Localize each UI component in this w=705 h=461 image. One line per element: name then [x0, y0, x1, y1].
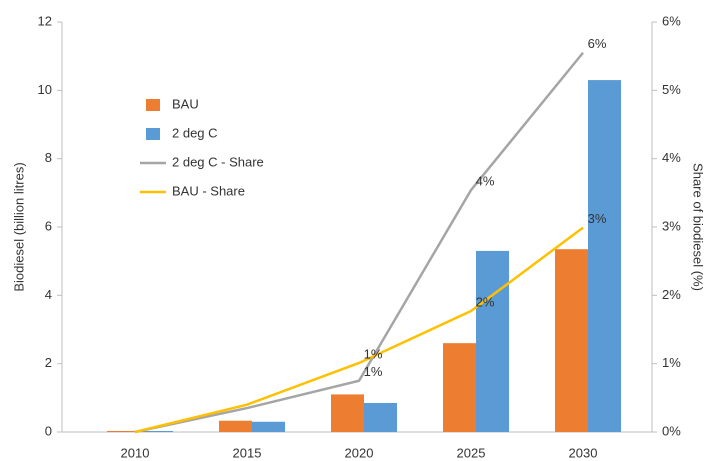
y-tick-label: 0	[45, 423, 52, 438]
data-label: 3%	[588, 211, 607, 226]
bar	[443, 343, 476, 432]
y-tick-label: 8	[45, 150, 52, 165]
x-tick-label: 2030	[569, 445, 598, 460]
x-tick-label: 2020	[345, 445, 374, 460]
y2-tick-label: 4%	[662, 150, 681, 165]
y2-tick-label: 1%	[662, 355, 681, 370]
x-tick-label: 2015	[233, 445, 262, 460]
x-tick-label: 2010	[121, 445, 150, 460]
data-label: 2%	[476, 294, 495, 309]
y-tick-label: 12	[38, 13, 52, 28]
bar	[331, 394, 364, 432]
y-tick-label: 4	[45, 287, 52, 302]
y2-tick-label: 2%	[662, 287, 681, 302]
bar	[364, 402, 397, 432]
y-tick-label: 6	[45, 218, 52, 233]
bar	[588, 80, 621, 432]
y-axis-title: Biodiesel (billion litres)	[11, 162, 26, 291]
y-tick-label: 2	[45, 355, 52, 370]
data-label: 6%	[588, 36, 607, 51]
bar	[140, 430, 173, 432]
bar	[107, 430, 140, 432]
line	[134, 226, 584, 434]
bar	[555, 249, 588, 432]
legend-label: 2 deg C	[172, 125, 218, 140]
data-label: 4%	[476, 174, 495, 189]
legend-label: 2 deg C - Share	[172, 154, 264, 169]
y2-tick-label: 0%	[662, 423, 681, 438]
x-tick-label: 2025	[457, 445, 486, 460]
y-tick-label: 10	[38, 82, 52, 97]
y2-axis-title: Share of biodiesel (%)	[691, 163, 705, 291]
data-label: 1%	[364, 346, 383, 361]
legend-label: BAU	[172, 96, 199, 111]
bar	[219, 420, 252, 432]
legend-label: BAU - Share	[172, 183, 245, 198]
legend-swatch	[146, 128, 160, 140]
line	[134, 51, 584, 434]
data-label: 1%	[364, 364, 383, 379]
y2-tick-label: 3%	[662, 218, 681, 233]
bar	[476, 250, 509, 432]
bar	[252, 421, 285, 432]
legend-swatch	[146, 99, 160, 111]
y2-tick-label: 6%	[662, 13, 681, 28]
y2-tick-label: 5%	[662, 82, 681, 97]
